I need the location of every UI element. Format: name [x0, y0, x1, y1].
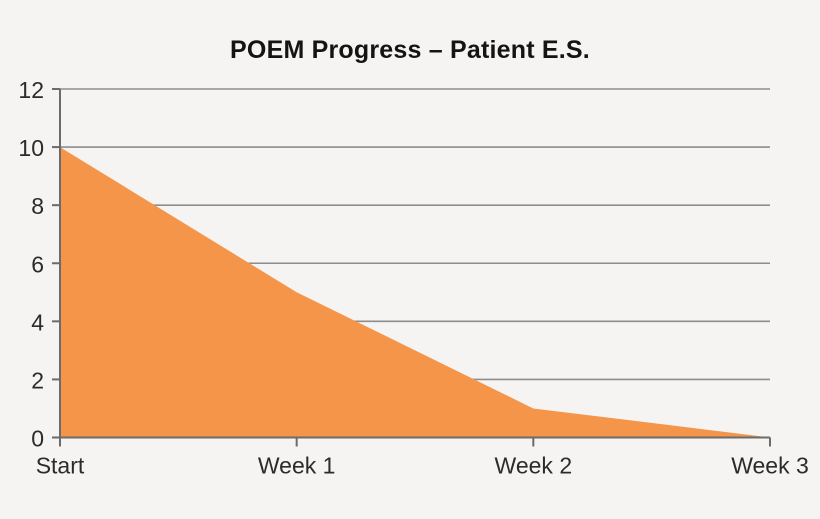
y-axis-tick-label: 8 [31, 193, 44, 219]
area-series [60, 147, 770, 438]
y-axis-tick-label: 4 [31, 309, 44, 335]
y-axis-tick-label: 12 [18, 77, 44, 103]
x-axis-category-label: Week 1 [258, 452, 336, 478]
x-axis-category-label: Week 2 [495, 452, 573, 478]
y-axis-tick-label: 0 [31, 426, 44, 452]
y-axis-tick-label: 2 [31, 367, 44, 393]
x-axis-category-label: Start [36, 452, 85, 478]
y-axis-tick-label: 10 [18, 135, 44, 161]
y-axis-tick-label: 6 [31, 251, 44, 277]
x-axis-category-label: Week 3 [731, 452, 809, 478]
chart-title: POEM Progress – Patient E.S. [230, 36, 590, 64]
